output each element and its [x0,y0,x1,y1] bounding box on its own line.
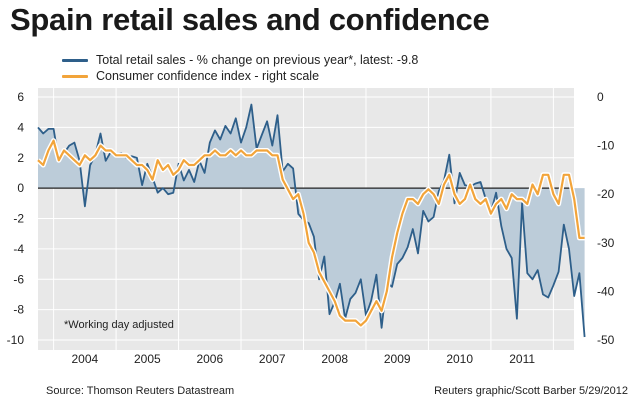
x-axis-tick-label: 2011 [509,352,535,366]
source-text: Source: Thomson Reuters Datastream [46,385,235,397]
credit-text: Reuters graphic/Scott Barber 5/29/2012 [434,385,628,397]
legend-label-retail: Total retail sales - % change on previou… [96,53,419,67]
right-axis-tick-label: -10 [597,139,615,153]
right-axis-tick-label: -30 [597,236,615,250]
footnote: *Working day adjusted [64,319,174,331]
right-axis-tick-label: -20 [597,187,615,201]
right-axis-tick-label: -40 [597,284,615,298]
x-axis-tick-label: 2010 [446,352,473,366]
legend-label-confidence: Consumer confidence index - right scale [96,69,320,83]
left-axis-tick-label: -6 [13,272,24,286]
legend: Total retail sales - % change on previou… [62,52,418,84]
x-axis-tick-label: 2006 [196,352,223,366]
legend-item-retail: Total retail sales - % change on previou… [62,52,418,68]
x-axis-tick-label: 2005 [134,352,161,366]
x-axis-tick-label: 2009 [384,352,411,366]
left-axis-tick-label: -10 [7,333,25,347]
legend-item-confidence: Consumer confidence index - right scale [62,68,418,84]
x-axis-tick-label: 2004 [72,352,99,366]
left-axis-tick-label: 2 [17,151,24,165]
left-axis-tick-label: 0 [17,181,24,195]
left-axis-tick-label: 6 [17,90,24,104]
left-axis-tick-label: -4 [13,242,24,256]
x-axis-tick-label: 2007 [259,352,286,366]
left-axis-tick-label: -2 [13,212,24,226]
left-axis-tick-label: 4 [17,120,24,134]
x-axis-tick-label: 2008 [321,352,348,366]
right-axis-tick-label: 0 [597,90,604,104]
confidence-line [37,139,585,327]
right-axis-tick-label: -50 [597,333,615,347]
legend-swatch-confidence [62,74,88,78]
legend-swatch-retail [62,58,88,62]
chart-title: Spain retail sales and confidence [10,2,490,37]
left-axis-tick-label: -8 [13,303,24,317]
